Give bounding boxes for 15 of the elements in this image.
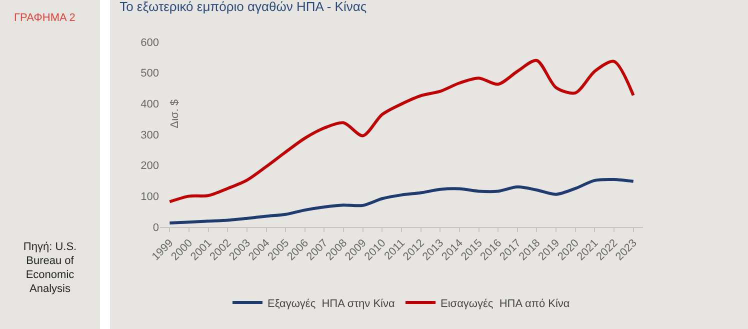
line-series — [168, 59, 635, 204]
text: ΓΡΑΦΗΜΑ 2 — [14, 12, 76, 24]
chart-title: Το εξωτερικό εμπόριο αγαθών ΗΠΑ - Κίνας — [120, 0, 367, 14]
y-axis-title: Δισ. $ — [169, 99, 182, 128]
y-tick-label: 0 — [152, 222, 159, 234]
text: Πηγή: U.S. Bureau of Economic Analysis — [22, 240, 78, 296]
y-tick-label: 500 — [140, 68, 159, 80]
y-tick-label: 600 — [140, 36, 159, 49]
line-series — [168, 178, 635, 224]
y-tick-label: 200 — [140, 160, 159, 172]
y-tick-label: 400 — [140, 98, 159, 111]
y-tick-label: 300 — [140, 129, 159, 142]
y-tick-label: 100 — [140, 191, 159, 204]
legend-label: Εισαγωγές ΗΠΑ από Κίνα — [440, 298, 570, 310]
legend-label: Εξαγωγές ΗΠΑ στην Κίνα — [268, 298, 396, 310]
